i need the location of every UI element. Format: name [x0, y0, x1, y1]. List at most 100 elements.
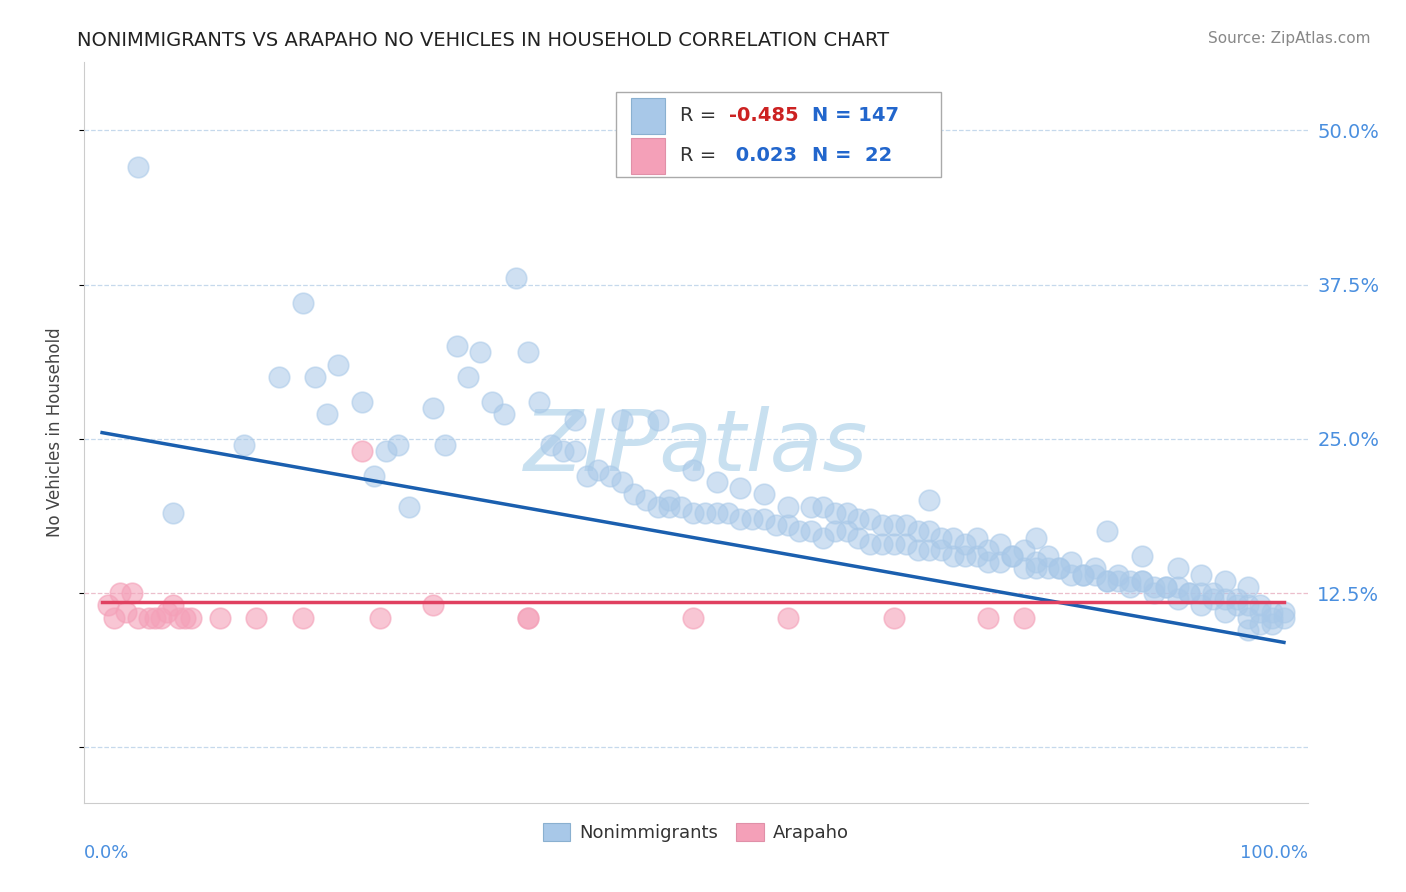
- Point: [894, 518, 917, 533]
- Point: [800, 500, 823, 514]
- Point: [1202, 592, 1225, 607]
- Point: [647, 413, 669, 427]
- Point: [127, 611, 149, 625]
- Point: [540, 438, 562, 452]
- Point: [304, 370, 326, 384]
- Point: [1012, 561, 1035, 575]
- Point: [1036, 549, 1059, 563]
- Point: [752, 512, 775, 526]
- Point: [1154, 580, 1177, 594]
- Point: [706, 475, 728, 489]
- Point: [706, 506, 728, 520]
- Point: [1167, 561, 1189, 575]
- Point: [1095, 574, 1118, 588]
- Point: [776, 500, 799, 514]
- Point: [1237, 599, 1260, 613]
- Point: [1189, 567, 1212, 582]
- Point: [870, 518, 893, 533]
- Point: [682, 611, 704, 625]
- Point: [245, 611, 267, 625]
- Point: [127, 161, 149, 175]
- Point: [776, 611, 799, 625]
- FancyBboxPatch shape: [631, 98, 665, 134]
- Point: [929, 542, 952, 557]
- Point: [368, 611, 391, 625]
- Point: [883, 518, 905, 533]
- Y-axis label: No Vehicles in Household: No Vehicles in Household: [45, 327, 63, 538]
- Point: [647, 500, 669, 514]
- Point: [977, 542, 1000, 557]
- Point: [1084, 567, 1107, 582]
- Point: [315, 407, 337, 421]
- Point: [505, 271, 527, 285]
- Point: [108, 586, 131, 600]
- Point: [1071, 567, 1094, 582]
- Point: [907, 524, 929, 539]
- Point: [623, 487, 645, 501]
- Point: [824, 524, 846, 539]
- Point: [669, 500, 692, 514]
- Point: [328, 358, 350, 372]
- Point: [1025, 555, 1047, 569]
- Point: [1226, 592, 1249, 607]
- Point: [988, 555, 1011, 569]
- Text: ZIPatlas: ZIPatlas: [524, 406, 868, 489]
- Point: [800, 524, 823, 539]
- Point: [1261, 611, 1284, 625]
- Point: [1213, 605, 1236, 619]
- Point: [492, 407, 515, 421]
- Text: Source: ZipAtlas.com: Source: ZipAtlas.com: [1208, 31, 1371, 46]
- Point: [1012, 542, 1035, 557]
- Point: [1178, 586, 1201, 600]
- Point: [1261, 605, 1284, 619]
- Point: [693, 506, 716, 520]
- Point: [918, 542, 941, 557]
- Point: [588, 462, 610, 476]
- Point: [977, 555, 1000, 569]
- Point: [1095, 574, 1118, 588]
- Point: [292, 296, 315, 310]
- Point: [352, 444, 374, 458]
- Text: N = 147: N = 147: [813, 106, 900, 126]
- Point: [1226, 599, 1249, 613]
- Point: [658, 500, 681, 514]
- Point: [173, 611, 195, 625]
- Point: [1130, 549, 1153, 563]
- Point: [1178, 586, 1201, 600]
- Point: [848, 512, 870, 526]
- Point: [232, 438, 254, 452]
- Point: [859, 536, 882, 550]
- Point: [1189, 586, 1212, 600]
- FancyBboxPatch shape: [631, 138, 665, 174]
- Text: 100.0%: 100.0%: [1240, 844, 1308, 862]
- Point: [422, 599, 444, 613]
- Point: [398, 500, 420, 514]
- Point: [953, 536, 976, 550]
- Point: [1249, 599, 1271, 613]
- Point: [859, 512, 882, 526]
- Point: [97, 599, 120, 613]
- Point: [1108, 567, 1130, 582]
- Text: NONIMMIGRANTS VS ARAPAHO NO VEHICLES IN HOUSEHOLD CORRELATION CHART: NONIMMIGRANTS VS ARAPAHO NO VEHICLES IN …: [77, 31, 890, 50]
- Point: [1108, 574, 1130, 588]
- Point: [1047, 561, 1070, 575]
- Point: [516, 611, 538, 625]
- Point: [1001, 549, 1024, 563]
- Point: [292, 611, 315, 625]
- Point: [682, 506, 704, 520]
- Point: [143, 611, 166, 625]
- Point: [575, 468, 598, 483]
- Text: N =  22: N = 22: [813, 146, 893, 165]
- Point: [1095, 524, 1118, 539]
- Point: [599, 468, 621, 483]
- Point: [1071, 567, 1094, 582]
- Point: [883, 611, 905, 625]
- Point: [907, 542, 929, 557]
- Point: [1130, 574, 1153, 588]
- Point: [470, 345, 492, 359]
- FancyBboxPatch shape: [616, 92, 941, 178]
- Point: [209, 611, 232, 625]
- Point: [634, 493, 657, 508]
- Point: [966, 531, 988, 545]
- Point: [1119, 574, 1142, 588]
